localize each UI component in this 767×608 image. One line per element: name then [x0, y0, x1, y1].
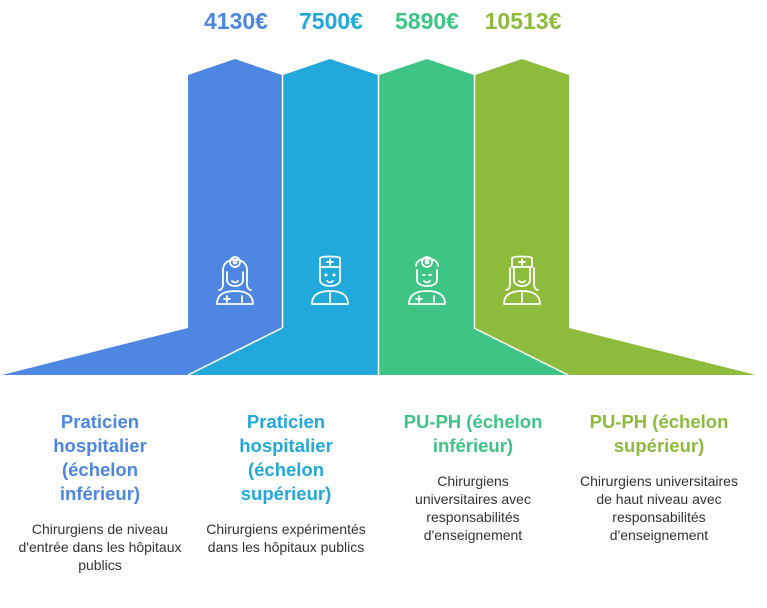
- title-praticien-inferieur: Praticien hospitalier (échelon inférieur…: [53, 411, 147, 504]
- base-puph-inferieur: [378, 328, 568, 375]
- female-doctor-icon: [216, 256, 254, 305]
- title-puph-inferieur: PU-PH (échelon inférieur): [403, 411, 543, 456]
- title-praticien-superieur: Praticien hospitalier (échelon supérieur…: [239, 411, 333, 504]
- base-praticien-superieur: [188, 328, 378, 375]
- pillar-praticien-superieur: [283, 59, 378, 328]
- base-praticien-inferieur: [2, 328, 282, 375]
- desc-puph-inferieur: Chirurgiens universitaires avec responsa…: [415, 473, 531, 543]
- male-doctor-icon: [311, 255, 349, 305]
- column-puph-superieur: PU-PH (échelon supérieur) Chirurgiens un…: [574, 410, 744, 544]
- pillar-praticien-inferieur: [188, 59, 282, 328]
- pillar-puph-superieur: [475, 59, 569, 328]
- column-puph-inferieur: PU-PH (échelon inférieur) Chirurgiens un…: [388, 410, 558, 544]
- doctor-head-mirror-icon: [408, 256, 446, 305]
- column-praticien-superieur: Praticien hospitalier (échelon supérieur…: [200, 410, 372, 556]
- desc-praticien-superieur: Chirurgiens expérimentés dans les hôpita…: [206, 521, 366, 555]
- pillar-puph-inferieur: [379, 59, 474, 328]
- value-praticien-inferieur: 4130€: [204, 8, 268, 34]
- female-doctor-cap-icon: [503, 255, 541, 305]
- value-puph-superieur: 10513€: [484, 8, 562, 34]
- title-puph-superieur: PU-PH (échelon supérieur): [589, 411, 729, 456]
- column-praticien-inferieur: Praticien hospitalier (échelon inférieur…: [15, 410, 185, 574]
- desc-puph-superieur: Chirurgiens universitaires de haut nivea…: [580, 473, 738, 543]
- desc-praticien-inferieur: Chirurgiens de niveau d'entrée dans les …: [18, 521, 182, 573]
- value-praticien-superieur: 7500€: [299, 8, 363, 34]
- value-puph-inferieur: 5890€: [395, 8, 459, 34]
